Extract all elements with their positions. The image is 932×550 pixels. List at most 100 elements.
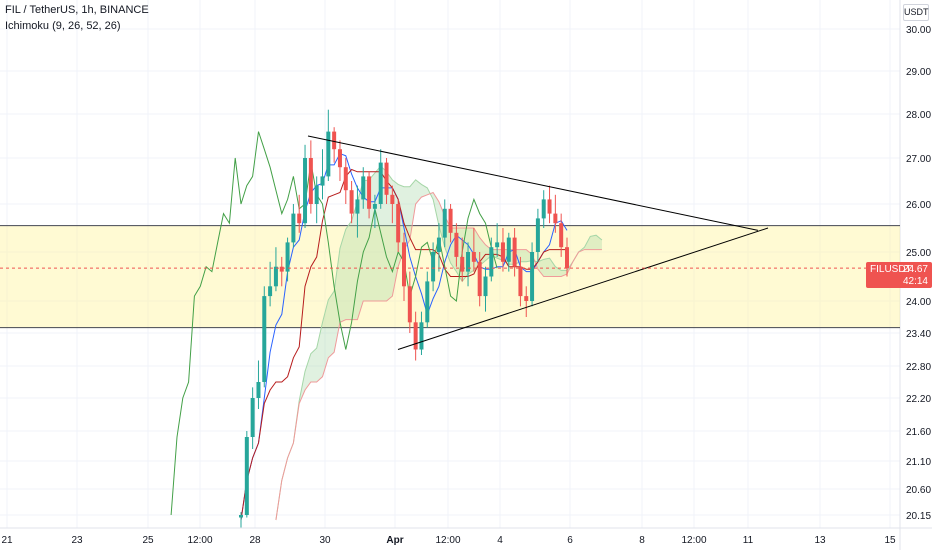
- price-badge-value: 24.67: [902, 264, 928, 275]
- candle-body: [320, 176, 325, 186]
- candle-body: [378, 162, 383, 204]
- leading-span-b: [275, 191, 602, 521]
- candle-body: [489, 247, 494, 277]
- candle-body: [512, 237, 517, 267]
- time-tick-label: 12:00: [187, 535, 212, 546]
- candle-body: [337, 149, 342, 168]
- candle-body: [483, 276, 488, 297]
- horizontal-zone[interactable]: [0, 225, 900, 329]
- candle-body: [291, 213, 296, 243]
- kumo-fill: [275, 166, 602, 521]
- candle-body: [431, 252, 436, 282]
- candle-body: [460, 256, 465, 272]
- time-tick-label: 6: [567, 535, 573, 546]
- candle-body: [471, 252, 476, 262]
- trend-line-lower: [397, 227, 769, 350]
- candle-body: [565, 247, 569, 269]
- candle-body: [297, 213, 302, 224]
- candle-body: [535, 218, 540, 252]
- price-tick-label: 20.15: [906, 511, 931, 522]
- price-tick-label: 29.00: [906, 67, 931, 78]
- candle-body: [518, 266, 523, 297]
- candle-body: [244, 437, 249, 515]
- time-tick-label: 8: [639, 535, 645, 546]
- time-tick-label: 30: [319, 535, 331, 546]
- candle-body: [250, 398, 255, 437]
- indicator-label[interactable]: Ichimoku (9, 26, 52, 26): [5, 20, 121, 32]
- candles[interactable]: [239, 109, 569, 528]
- candle-body: [466, 252, 471, 272]
- candle-body: [448, 208, 453, 233]
- candle-body: [361, 176, 366, 200]
- time-tick-label: 12:00: [435, 535, 460, 546]
- candle-body: [541, 199, 546, 219]
- candle-body: [413, 322, 418, 350]
- price-badge-countdown: 42:14: [902, 276, 928, 287]
- time-tick-label: 21: [1, 535, 13, 546]
- candle-body: [553, 213, 558, 224]
- candle-body: [454, 232, 459, 257]
- candle-body: [442, 208, 447, 238]
- candle-body: [273, 266, 278, 287]
- price-tick-label: 21.10: [906, 457, 931, 468]
- current-price-badge: FILUSDT 24.67 42:14: [866, 262, 932, 288]
- price-tick-label: 26.00: [906, 200, 931, 211]
- candle-body: [530, 252, 535, 301]
- time-tick-label: Apr: [386, 535, 403, 546]
- candle-body: [367, 176, 372, 209]
- time-tick-label: 12:00: [681, 535, 706, 546]
- drawings[interactable]: [307, 135, 769, 350]
- time-tick-label: 13: [814, 535, 826, 546]
- trend-line-upper: [307, 135, 759, 231]
- candle-body: [343, 167, 348, 191]
- candle-body: [419, 322, 424, 350]
- candle-body: [262, 296, 267, 382]
- lagging-span: [170, 131, 498, 516]
- chart-title: FIL / TetherUS, 1h, BINANCE: [5, 4, 149, 16]
- candle-body: [500, 242, 505, 262]
- price-tick-label: 23.40: [906, 329, 931, 340]
- zone-fill: [0, 225, 900, 328]
- candle-body: [308, 158, 313, 204]
- time-tick-label: 11: [743, 535, 754, 546]
- price-tick-label: 21.60: [906, 427, 931, 438]
- time-axis[interactable]: 21 23 25 12:00 28 30 Apr 12:00 4 6 8 12:00 11 13 15: [1, 535, 896, 546]
- candle-body: [436, 237, 441, 252]
- price-tick-label: 30.00: [906, 25, 931, 36]
- currency-unit-button[interactable]: USDT: [903, 4, 929, 21]
- candle-body: [279, 266, 284, 272]
- candle-body: [332, 131, 337, 150]
- price-tick-label: 28.00: [906, 110, 931, 121]
- candle-body: [372, 204, 377, 209]
- candle-body: [314, 185, 319, 204]
- price-badge-symbol: FILUSDT: [870, 264, 912, 275]
- candle-body: [256, 382, 261, 398]
- candle-body: [303, 158, 308, 224]
- candle-body: [524, 296, 529, 301]
- price-tick-label: 20.60: [906, 485, 931, 496]
- candle-body: [506, 237, 511, 262]
- price-tick-label: 25.00: [906, 248, 931, 259]
- candle-body: [559, 223, 564, 248]
- candle-body: [396, 204, 401, 243]
- time-tick-label: 28: [249, 535, 261, 546]
- price-tick-label: 22.80: [906, 362, 931, 373]
- price-tick-label: 22.20: [906, 394, 931, 405]
- candle-body: [407, 286, 412, 323]
- price-tick-label: 27.00: [906, 154, 931, 165]
- candle-body: [384, 162, 389, 195]
- candle-body: [355, 199, 360, 214]
- candle-body: [495, 242, 500, 248]
- time-tick-label: 15: [884, 535, 896, 546]
- time-tick-label: 25: [142, 535, 154, 546]
- candle-body: [477, 261, 482, 297]
- candle-body: [425, 281, 430, 323]
- candle-body: [268, 286, 273, 297]
- price-axis[interactable]: 30.00 29.00 28.00 27.00 26.00 25.00 24.00 23.40…: [906, 25, 931, 522]
- candle-body: [349, 190, 354, 214]
- price-tick-label: 24.00: [906, 297, 931, 308]
- candle-body: [285, 242, 290, 272]
- time-tick-label: 4: [497, 535, 503, 546]
